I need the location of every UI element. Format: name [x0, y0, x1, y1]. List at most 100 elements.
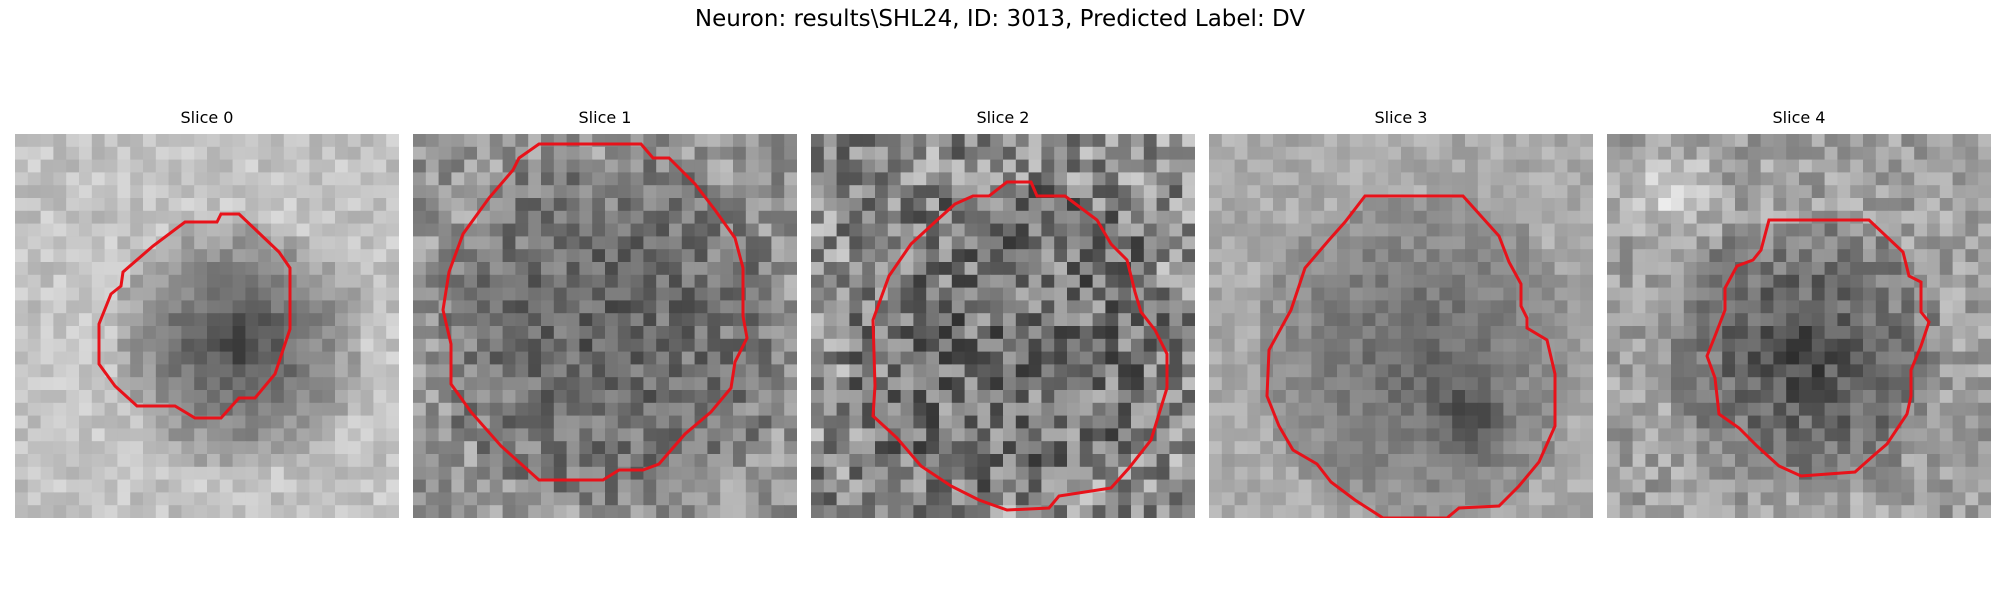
- pixel: [1567, 492, 1581, 506]
- pixel: [413, 492, 427, 506]
- pixel: [1554, 505, 1568, 518]
- pixel: [502, 134, 516, 148]
- pixel: [1503, 415, 1517, 429]
- pixel: [489, 134, 504, 148]
- pixel: [720, 300, 734, 314]
- pixel: [104, 185, 118, 199]
- pixel: [104, 274, 118, 289]
- pixel: [656, 210, 670, 225]
- pixel: [335, 479, 349, 493]
- pixel: [1260, 223, 1274, 237]
- pixel: [1234, 415, 1248, 429]
- pixel: [258, 415, 272, 429]
- pixel: [1875, 326, 1890, 340]
- pixel: [1619, 338, 1634, 353]
- pixel: [887, 172, 902, 186]
- pixel: [1773, 274, 1787, 289]
- pixel: [1477, 364, 1492, 378]
- pixel: [1850, 249, 1864, 263]
- pixel: [745, 326, 760, 340]
- pixel: [1452, 454, 1466, 468]
- pixel: [1067, 172, 1081, 186]
- pixel: [413, 210, 427, 225]
- pixel: [15, 402, 29, 417]
- pixel: [360, 377, 374, 391]
- pixel: [630, 338, 644, 353]
- pixel: [258, 287, 272, 301]
- pixel: [1863, 364, 1877, 378]
- pixel: [900, 466, 914, 481]
- pixel: [181, 274, 195, 289]
- pixel: [643, 390, 657, 404]
- pixel: [1490, 338, 1504, 353]
- pixel: [771, 402, 785, 417]
- pixel: [720, 466, 734, 481]
- pixel: [27, 300, 42, 314]
- pixel: [939, 300, 953, 314]
- pixel: [515, 287, 529, 301]
- pixel: [1311, 159, 1325, 173]
- pixel: [283, 454, 298, 468]
- pixel: [413, 338, 427, 353]
- pixel: [541, 326, 555, 340]
- pixel: [1041, 287, 1055, 301]
- pixel: [1247, 262, 1261, 276]
- pixel: [1209, 428, 1223, 442]
- pixel: [836, 415, 850, 429]
- pixel: [553, 428, 568, 442]
- pixel: [1747, 390, 1762, 404]
- pixel: [1067, 262, 1081, 276]
- pixel: [964, 454, 978, 468]
- pixel: [1939, 479, 1954, 493]
- pixel: [1015, 428, 1030, 442]
- pixel: [1169, 134, 1183, 148]
- pixel: [451, 313, 465, 327]
- pixel: [1362, 159, 1376, 173]
- pixel: [1671, 185, 1685, 199]
- pixel: [1028, 223, 1042, 237]
- pixel: [360, 300, 374, 314]
- pixel: [681, 210, 696, 225]
- pixel: [1003, 313, 1017, 327]
- pixel: [1273, 236, 1287, 250]
- pixel: [1311, 428, 1325, 442]
- pixel: [1041, 274, 1055, 289]
- pixel: [1709, 159, 1723, 173]
- pixel: [1541, 479, 1556, 493]
- pixel: [438, 236, 452, 250]
- pixel: [541, 415, 555, 429]
- pixel: [309, 223, 323, 237]
- pixel: [1324, 338, 1338, 353]
- pixel: [643, 223, 657, 237]
- pixel: [720, 185, 734, 199]
- pixel: [605, 300, 619, 314]
- pixel: [1349, 185, 1364, 199]
- pixel: [386, 236, 399, 250]
- pixel: [1580, 198, 1593, 212]
- pixel: [168, 390, 182, 404]
- pixel: [1260, 210, 1274, 225]
- pixel: [1247, 479, 1261, 493]
- pixel: [630, 326, 644, 340]
- pixel: [643, 134, 657, 148]
- pixel: [181, 351, 195, 365]
- pixel: [1182, 415, 1195, 429]
- pixel: [1632, 198, 1646, 212]
- pixel: [1079, 249, 1094, 263]
- pixel: [1273, 159, 1287, 173]
- pixel: [1567, 262, 1581, 276]
- pixel: [1118, 441, 1132, 455]
- pixel: [53, 287, 67, 301]
- pixel: [1541, 454, 1556, 468]
- pixel: [1824, 159, 1838, 173]
- pixel: [258, 441, 272, 455]
- pixel: [296, 428, 310, 442]
- pixel: [322, 223, 336, 237]
- pixel: [1671, 454, 1685, 468]
- pixel: [1939, 287, 1954, 301]
- pixel: [1015, 479, 1030, 493]
- pixel: [66, 159, 80, 173]
- pixel: [1901, 505, 1915, 518]
- pixel: [15, 454, 29, 468]
- pixel: [1786, 236, 1800, 250]
